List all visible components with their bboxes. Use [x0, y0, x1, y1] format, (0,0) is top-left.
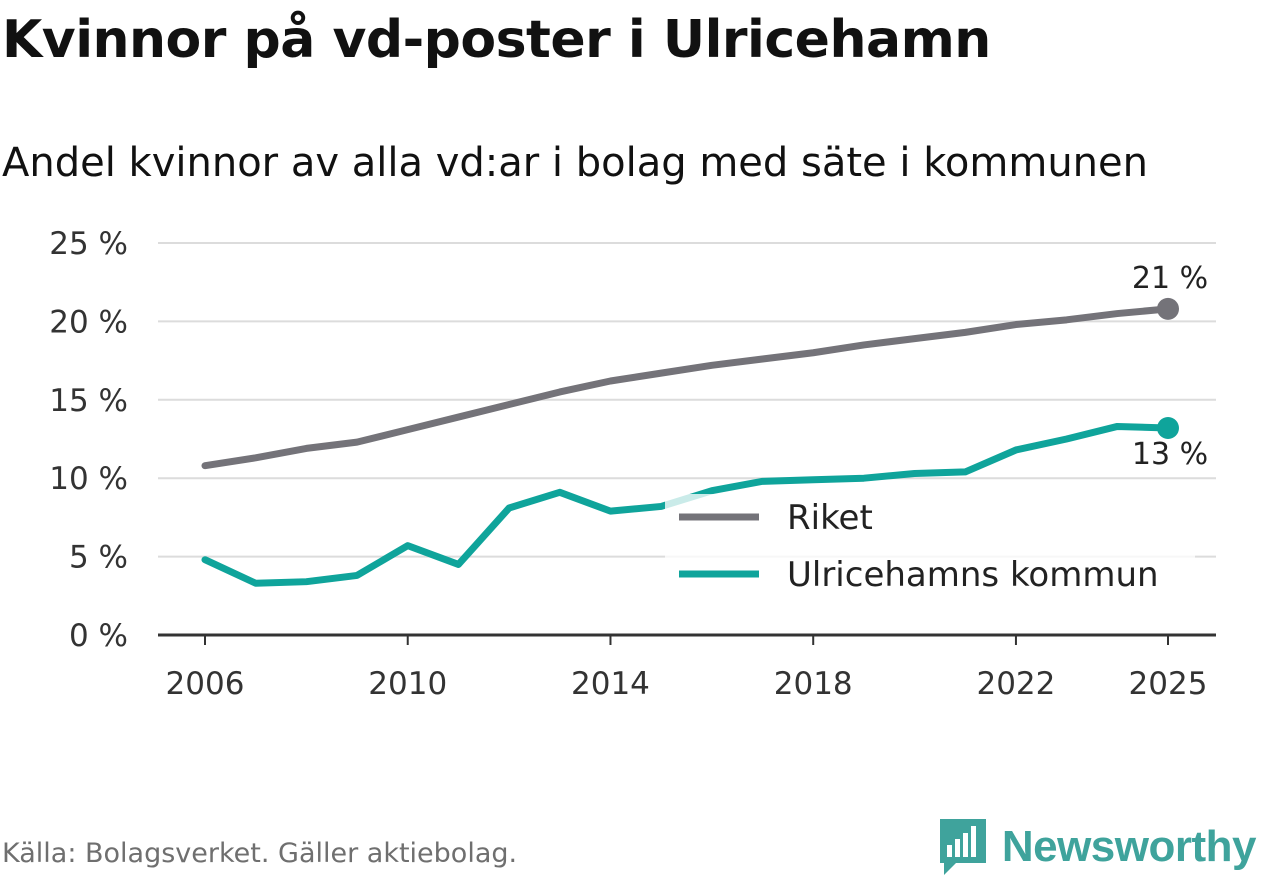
legend-label: Riket	[787, 498, 873, 538]
series-end-marker-0	[1157, 297, 1179, 320]
x-tick-label: 2025	[1129, 666, 1208, 702]
series-end-label: 21 %	[1132, 261, 1208, 296]
y-tick-label: 0 %	[69, 618, 128, 654]
y-tick-label: 10 %	[49, 461, 128, 497]
legend-label: Ulricehamns kommun	[787, 555, 1159, 595]
x-tick-label: 2010	[368, 666, 447, 702]
x-tick-label: 2018	[774, 666, 853, 702]
series-end-marker-1	[1157, 417, 1179, 440]
y-tick-label: 25 %	[49, 226, 128, 262]
newsworthy-logo-icon	[939, 819, 986, 875]
y-tick-label: 20 %	[49, 304, 128, 340]
x-tick-label: 2022	[976, 666, 1055, 702]
chart-title: Kvinnor på vd-poster i Ulricehamn	[2, 10, 991, 70]
chart-subtitle: Andel kvinnor av alla vd:ar i bolag med …	[2, 140, 1148, 186]
x-tick-label: 2006	[166, 666, 245, 702]
legend-background	[665, 494, 1195, 602]
brand-name: Newsworthy	[1001, 822, 1257, 871]
series-line-0	[201, 305, 1172, 470]
y-tick-label: 15 %	[49, 383, 128, 419]
y-tick-label: 5 %	[69, 540, 128, 576]
x-tick-label: 2014	[571, 666, 650, 702]
source-note: Källa: Bolagsverket. Gäller aktiebolag.	[2, 838, 518, 869]
brand: Newsworthy	[938, 817, 1257, 877]
series-end-label: 13 %	[1132, 437, 1208, 472]
